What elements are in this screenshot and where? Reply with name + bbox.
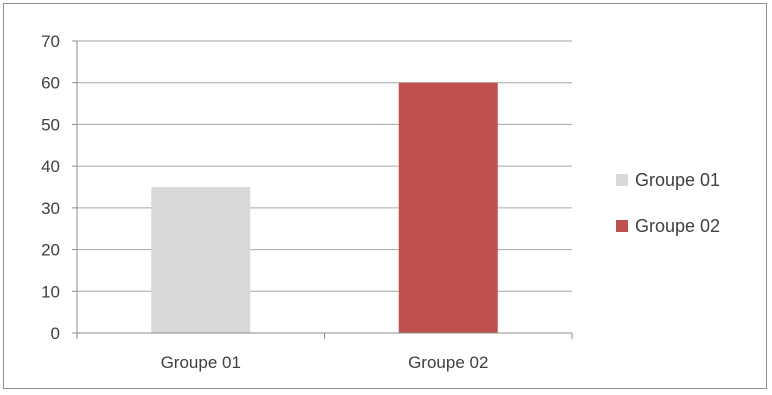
x-category-label: Groupe 01	[161, 353, 241, 372]
legend-label-1: Groupe 01	[635, 170, 720, 190]
chart-frame: 0 10 20 30 40 50 60 70 Groupe 01 Groupe 02 Group…	[3, 3, 767, 389]
y-tick-label: 30	[41, 199, 60, 218]
legend: Groupe 01 Groupe 02	[616, 170, 720, 236]
y-tick-labels: 0 10 20 30 40 50 60 70	[41, 32, 60, 343]
bars	[151, 82, 498, 333]
legend-swatch-1	[616, 174, 628, 186]
y-tick-label: 70	[41, 32, 60, 51]
bar-chart: 0 10 20 30 40 50 60 70 Groupe 01 Groupe 02 Group…	[41, 32, 720, 372]
bar-1	[151, 187, 251, 333]
bar-2	[398, 82, 498, 333]
y-tick-label: 40	[41, 157, 60, 176]
y-tick-label: 10	[41, 282, 60, 301]
y-tick-label: 0	[51, 324, 60, 343]
x-category-label: Groupe 02	[408, 353, 488, 372]
axes	[72, 40, 573, 339]
y-tick-label: 60	[41, 74, 60, 93]
y-tick-label: 20	[41, 241, 60, 260]
legend-swatch-2	[616, 220, 628, 232]
x-category-labels: Groupe 01 Groupe 02	[161, 353, 489, 372]
legend-label-2: Groupe 02	[635, 216, 720, 236]
y-tick-label: 50	[41, 115, 60, 134]
